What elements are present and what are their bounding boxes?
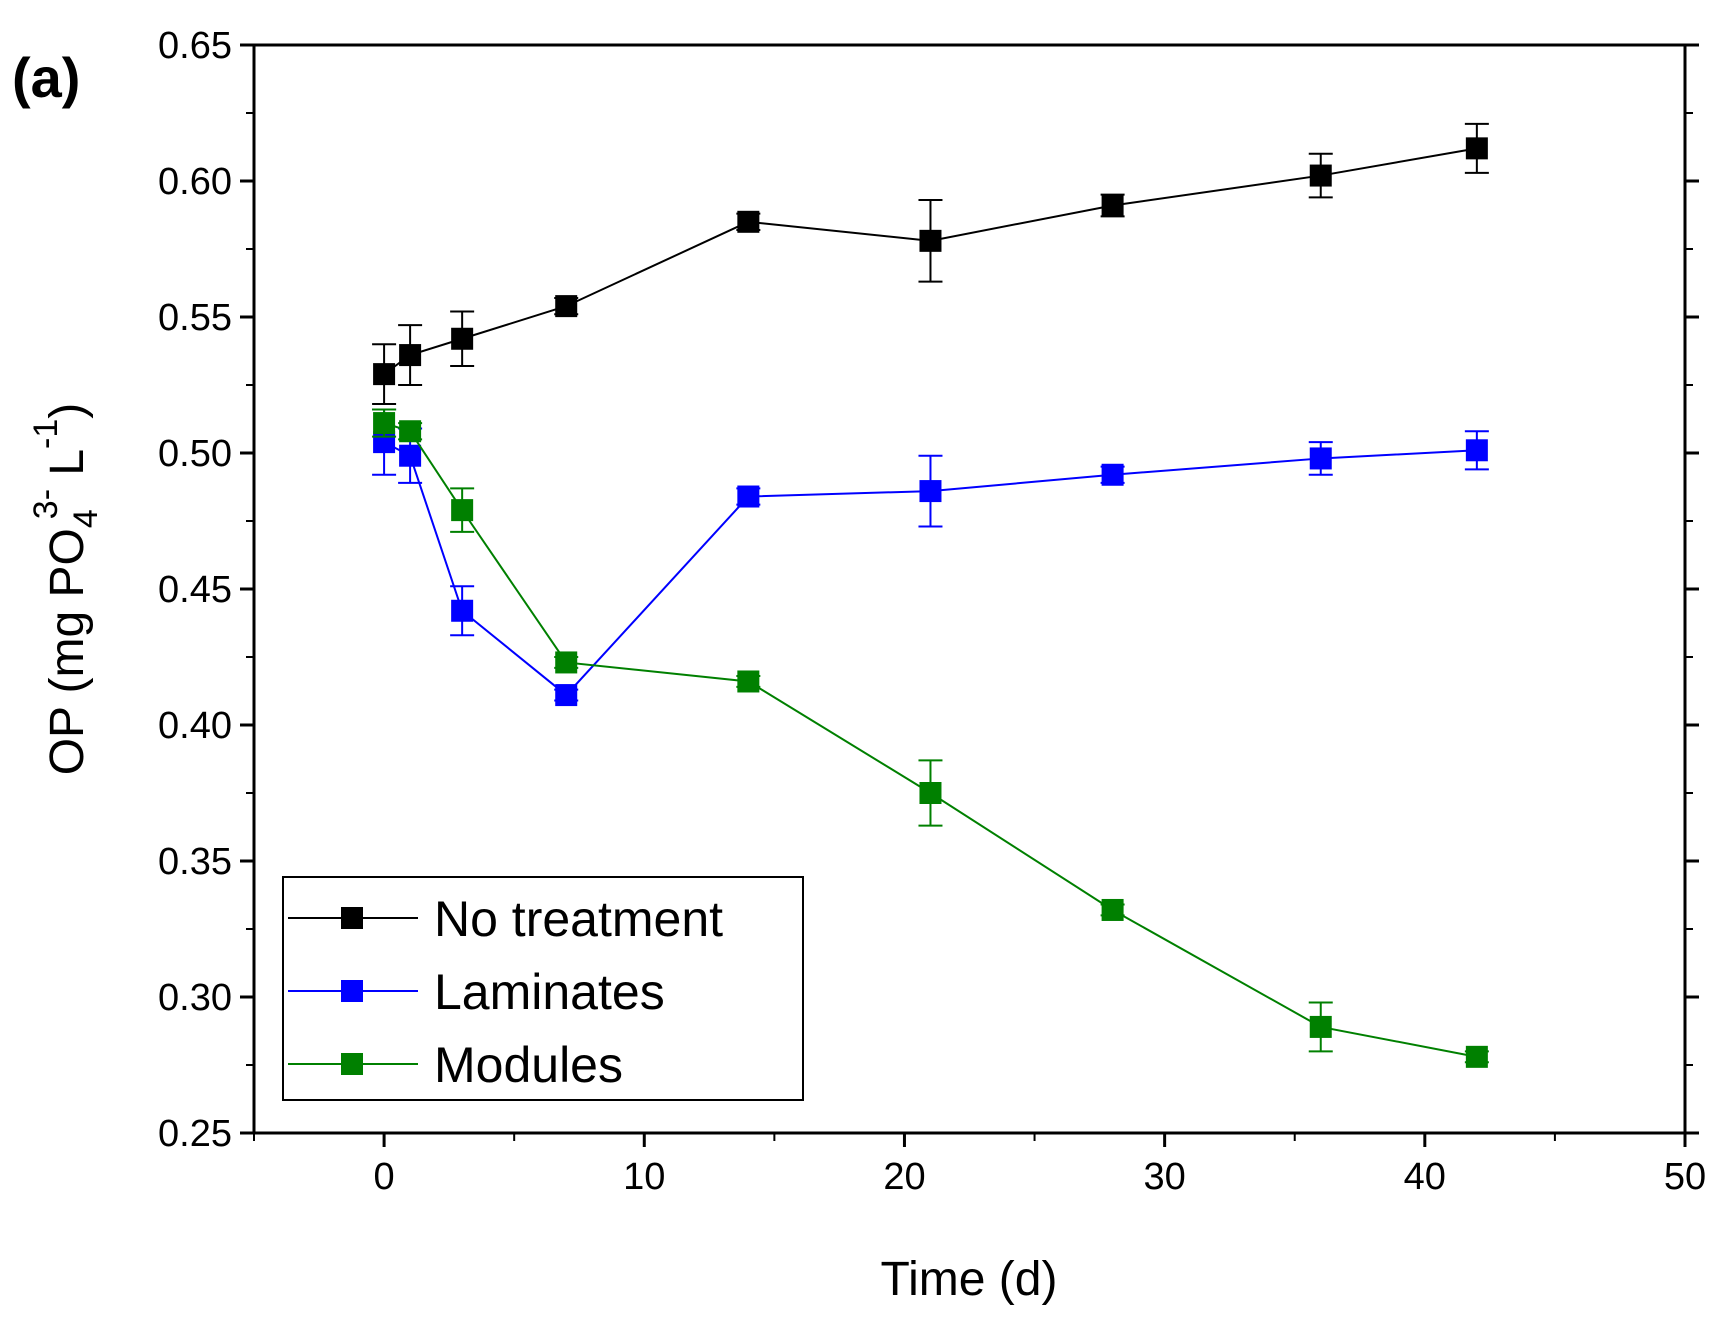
data-point <box>373 412 396 435</box>
y-tick-label: 0.30 <box>158 977 232 1019</box>
y-axis-title-unit: L <box>41 449 94 489</box>
legend-marker <box>341 1053 363 1075</box>
data-point <box>399 344 422 367</box>
legend-label: Modules <box>434 1037 623 1093</box>
x-tick-label: 50 <box>1664 1156 1706 1198</box>
data-point <box>1309 447 1332 470</box>
y-tick-label: 0.35 <box>158 841 232 883</box>
x-axis: 0 10 20 30 40 50 <box>253 1133 1706 1198</box>
series-no-treatment <box>372 122 1489 406</box>
legend-marker <box>341 980 363 1002</box>
x-tick-label: 30 <box>1143 1156 1185 1198</box>
y-axis-title-superscript: 3- <box>27 489 65 519</box>
data-point <box>919 782 942 804</box>
series-modules <box>372 408 1489 1068</box>
y-tick-label: 0.55 <box>158 297 232 339</box>
data-point <box>1101 463 1124 486</box>
series-layer <box>372 122 1489 1068</box>
data-point <box>1101 194 1124 217</box>
data-point <box>555 684 578 707</box>
data-point <box>1465 1045 1488 1068</box>
legend-box <box>282 876 804 1101</box>
data-point <box>1101 898 1124 921</box>
data-point <box>399 444 422 467</box>
y-axis-title-prefix: OP (mg PO <box>41 528 94 775</box>
legend-label: Laminates <box>434 964 665 1020</box>
y-tick-label: 0.40 <box>158 705 232 747</box>
y-axis: 0.25 0.30 0.35 0.40 0.45 0.50 0.55 0.60 0.65 <box>158 25 1699 1155</box>
data-point <box>373 363 396 386</box>
y-axis-title-suffix: ) <box>41 403 94 419</box>
x-axis-title: Time (d) <box>881 1253 1058 1306</box>
data-point <box>919 480 942 503</box>
data-point <box>919 229 942 252</box>
legend-marker <box>341 907 363 929</box>
x-tick-label: 10 <box>623 1156 665 1198</box>
data-point <box>1465 137 1488 160</box>
x-tick-label: 40 <box>1404 1156 1446 1198</box>
y-axis-title-subscript: 4 <box>67 509 105 528</box>
data-point <box>555 651 578 674</box>
data-point <box>1309 164 1332 187</box>
y-tick-label: 0.60 <box>158 161 232 203</box>
y-tick-label: 0.25 <box>158 1113 232 1155</box>
y-tick-label: 0.65 <box>158 25 232 67</box>
data-point <box>737 210 760 233</box>
data-point <box>737 485 760 508</box>
panel-label: (a) <box>12 46 80 109</box>
data-point <box>555 295 578 318</box>
data-point <box>1309 1015 1332 1038</box>
y-axis-title-superscript2: -1 <box>27 419 65 449</box>
data-point <box>451 499 474 522</box>
data-point <box>1465 439 1488 462</box>
data-point <box>451 327 474 350</box>
x-tick-label: 20 <box>883 1156 925 1198</box>
data-point <box>737 670 760 693</box>
x-tick-label: 0 <box>374 1156 395 1198</box>
y-tick-label: 0.45 <box>158 569 232 611</box>
series-laminates <box>372 408 1489 707</box>
y-tick-label: 0.50 <box>158 433 232 475</box>
legend: No treatment Laminates Modules <box>282 876 804 1101</box>
data-point <box>451 599 474 622</box>
data-point <box>399 420 422 443</box>
y-axis-title: OP (mg PO43- L-1) <box>27 403 105 776</box>
legend-label: No treatment <box>434 891 723 947</box>
